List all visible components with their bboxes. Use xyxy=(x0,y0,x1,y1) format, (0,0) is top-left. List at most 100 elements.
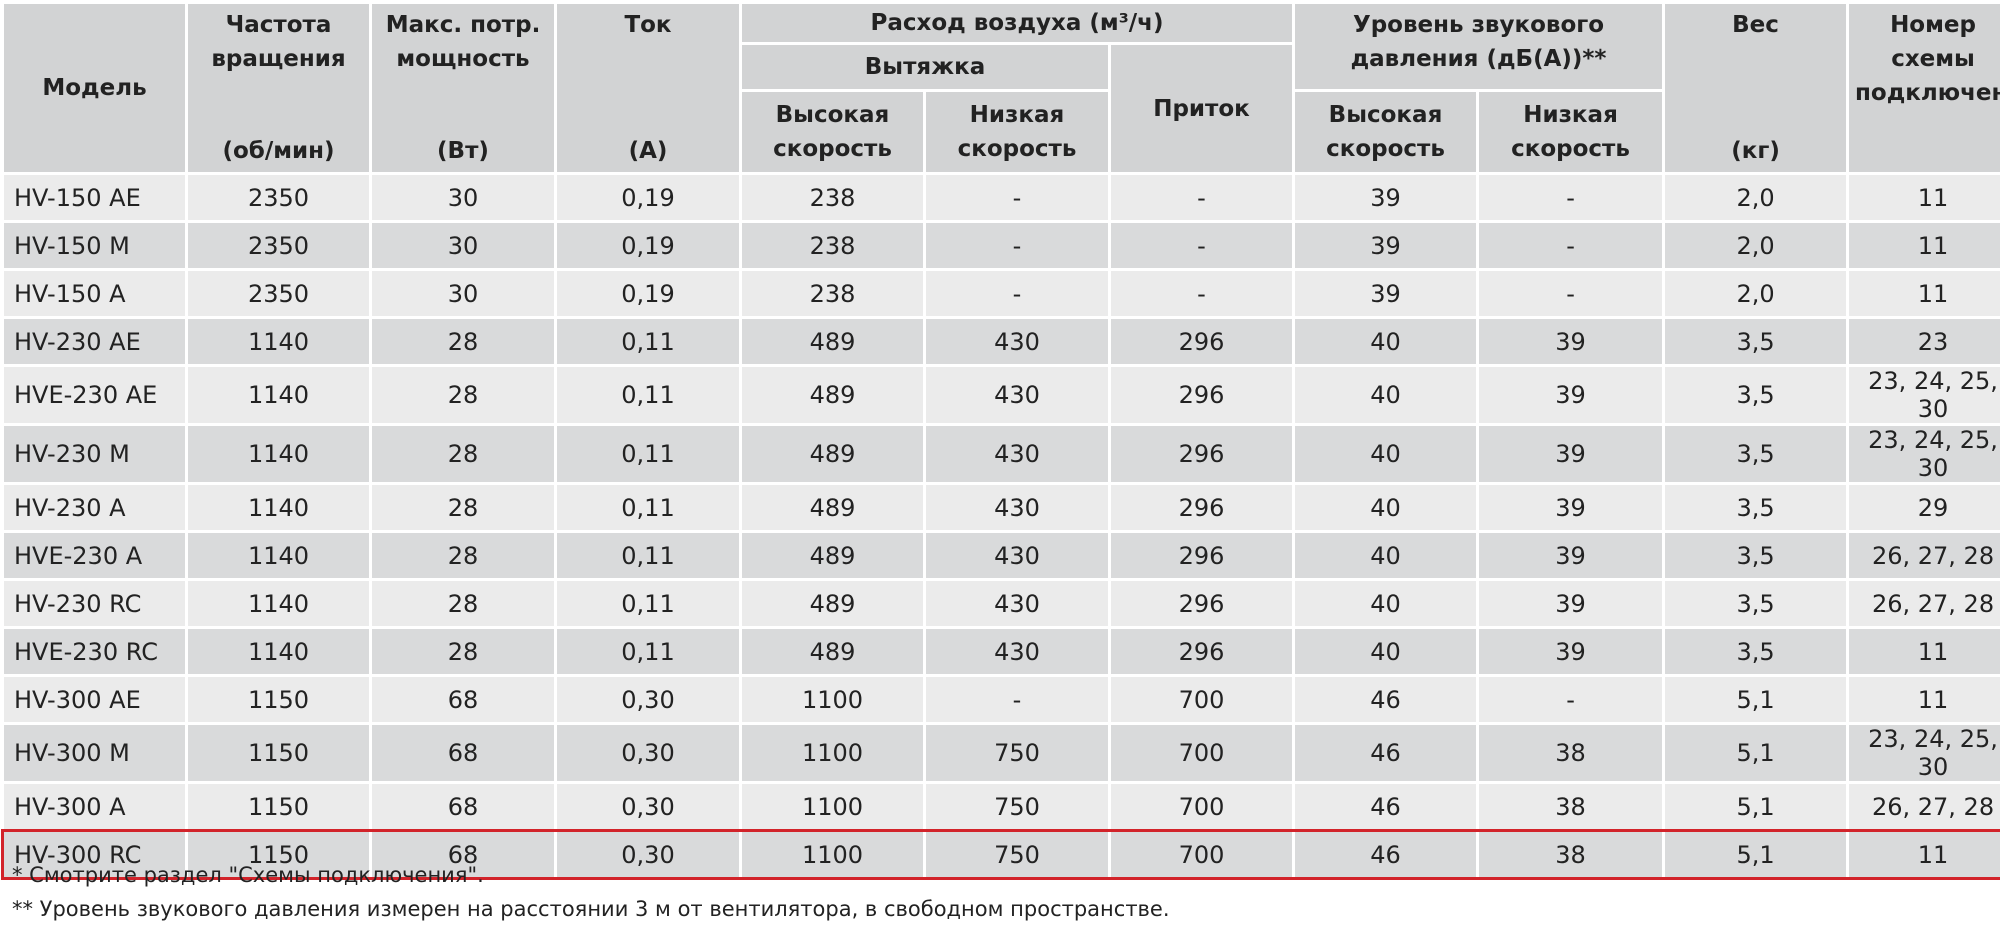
model-cell: HV-150 A xyxy=(4,271,185,316)
value-cell: 1140 xyxy=(188,485,369,530)
value-cell: 0,11 xyxy=(557,367,739,423)
value-cell: 28 xyxy=(372,367,554,423)
header-cell: Вытяжка xyxy=(742,45,1108,89)
model-cell: HV-230 AE xyxy=(4,319,185,364)
value-cell: 1150 xyxy=(188,784,369,829)
value-cell: 238 xyxy=(742,223,923,268)
header-unit: (кг) xyxy=(1731,138,1780,164)
header-cell: Высокая скорость xyxy=(1295,92,1477,172)
value-cell: 46 xyxy=(1295,725,1477,781)
value-cell: 1140 xyxy=(188,319,369,364)
value-cell: - xyxy=(1111,223,1293,268)
value-cell: 46 xyxy=(1295,784,1477,829)
value-cell: 38 xyxy=(1479,784,1663,829)
value-cell: 296 xyxy=(1111,367,1293,423)
header-cell: Вес (кг) xyxy=(1665,4,1847,172)
value-cell: 28 xyxy=(372,485,554,530)
model-cell: HV-150 AE xyxy=(4,175,185,220)
value-cell: 3,5 xyxy=(1665,629,1847,674)
value-cell: 23, 24, 25, 30 xyxy=(1849,426,2000,482)
header-cell: Низкая скорость xyxy=(926,92,1108,172)
value-cell: 46 xyxy=(1295,832,1477,877)
value-cell: 750 xyxy=(926,784,1108,829)
value-cell: 39 xyxy=(1295,271,1477,316)
value-cell: 39 xyxy=(1479,426,1663,482)
value-cell: 2350 xyxy=(188,223,369,268)
value-cell: 2350 xyxy=(188,175,369,220)
value-cell: 700 xyxy=(1111,832,1293,877)
value-cell: 489 xyxy=(742,581,923,626)
value-cell: - xyxy=(1111,271,1293,316)
table-body: HV-150 AE 2350 30 0,19 238- -39-2,0 11 HV-150 M… xyxy=(0,175,2000,880)
value-cell: - xyxy=(1479,175,1663,220)
table-row: HV-230 M 1140 28 0,11 489 430 296 40 39 3,5 23, 24… xyxy=(4,426,2000,482)
value-cell: 0,19 xyxy=(557,175,739,220)
value-cell: 40 xyxy=(1295,426,1477,482)
value-cell: 11 xyxy=(1849,175,2000,220)
value-cell: 700 xyxy=(1111,784,1293,829)
model-cell: HV-150 M xyxy=(4,223,185,268)
value-cell: 750 xyxy=(926,725,1108,781)
value-cell: 2,0 xyxy=(1665,175,1847,220)
table-row: HV-230 A 1140 28 0,11 489 430 296 40 39 3,5 29 xyxy=(4,485,2000,530)
table-row: HV-300 AE 1150 68 0,30 1100-700 46-5,1 11 xyxy=(4,677,2000,722)
value-cell: 40 xyxy=(1295,629,1477,674)
value-cell: 26, 27, 28 xyxy=(1849,581,2000,626)
value-cell: 3,5 xyxy=(1665,485,1847,530)
value-cell: 430 xyxy=(926,581,1108,626)
table-row: HV-150 AE 2350 30 0,19 238- -39-2,0 11 xyxy=(4,175,2000,220)
table-row: HVE-230 AE 1140 28 0,11 489 430 296 40 39 3,5 23, … xyxy=(4,367,2000,423)
value-cell: 28 xyxy=(372,629,554,674)
header-cell: Высокая скорость xyxy=(742,92,923,172)
value-cell: 3,5 xyxy=(1665,319,1847,364)
value-cell: 5,1 xyxy=(1665,677,1847,722)
value-cell: 2350 xyxy=(188,271,369,316)
value-cell: 40 xyxy=(1295,319,1477,364)
value-cell: 26, 27, 28 xyxy=(1849,533,2000,578)
value-cell: 39 xyxy=(1479,629,1663,674)
value-cell: 0,30 xyxy=(557,725,739,781)
model-cell: HVE-230 AE xyxy=(4,367,185,423)
header-cell: Низкая скорость xyxy=(1479,92,1663,172)
model-cell: HV-230 M xyxy=(4,426,185,482)
value-cell: 23 xyxy=(1849,319,2000,364)
value-cell: 11 xyxy=(1849,832,2000,877)
value-cell: 28 xyxy=(372,426,554,482)
value-cell: 489 xyxy=(742,319,923,364)
value-cell: 3,5 xyxy=(1665,533,1847,578)
value-cell: 11 xyxy=(1849,223,2000,268)
header-title: Частота вращения xyxy=(211,12,346,72)
value-cell: 296 xyxy=(1111,629,1293,674)
value-cell: 0,11 xyxy=(557,629,739,674)
value-cell: 2,0 xyxy=(1665,271,1847,316)
table-row: HV-150 M 2350 30 0,19 238- -39-2,0 11 xyxy=(4,223,2000,268)
value-cell: 68 xyxy=(372,784,554,829)
value-cell: 0,30 xyxy=(557,784,739,829)
spec-table: Модель Частота вращения (об/мин) Макс. по… xyxy=(0,1,2000,880)
value-cell: 296 xyxy=(1111,426,1293,482)
value-cell: - xyxy=(1479,677,1663,722)
value-cell: 28 xyxy=(372,581,554,626)
value-cell: 1100 xyxy=(742,784,923,829)
table-row: HV-300 M 1150 68 0,30 1100 750 700 46 38 5,1 23, 2… xyxy=(4,725,2000,781)
value-cell: 1140 xyxy=(188,629,369,674)
table-row: HV-230 RC 1140 28 0,11 489 430 296 40 39 3,5 26, 2… xyxy=(4,581,2000,626)
value-cell: 489 xyxy=(742,533,923,578)
value-cell: 700 xyxy=(1111,677,1293,722)
value-cell: 38 xyxy=(1479,832,1663,877)
header-cell: Номер схемы подключения* xyxy=(1849,4,2000,172)
value-cell: 296 xyxy=(1111,581,1293,626)
value-cell: 0,30 xyxy=(557,832,739,877)
value-cell: 430 xyxy=(926,629,1108,674)
value-cell: 238 xyxy=(742,175,923,220)
value-cell: - xyxy=(1479,223,1663,268)
value-cell: 39 xyxy=(1479,533,1663,578)
value-cell: - xyxy=(926,175,1108,220)
table-row: HVE-230 A 1140 28 0,11 489 430 296 40 39 3,5 26, 2… xyxy=(4,533,2000,578)
value-cell: 30 xyxy=(372,223,554,268)
header-cell: Приток xyxy=(1111,45,1293,172)
value-cell: 39 xyxy=(1479,485,1663,530)
table-row: HV-300 RC 1150 68 0,30 1100 750 700 46 38 5,1 11 xyxy=(0,829,2000,880)
value-cell: 0,11 xyxy=(557,581,739,626)
